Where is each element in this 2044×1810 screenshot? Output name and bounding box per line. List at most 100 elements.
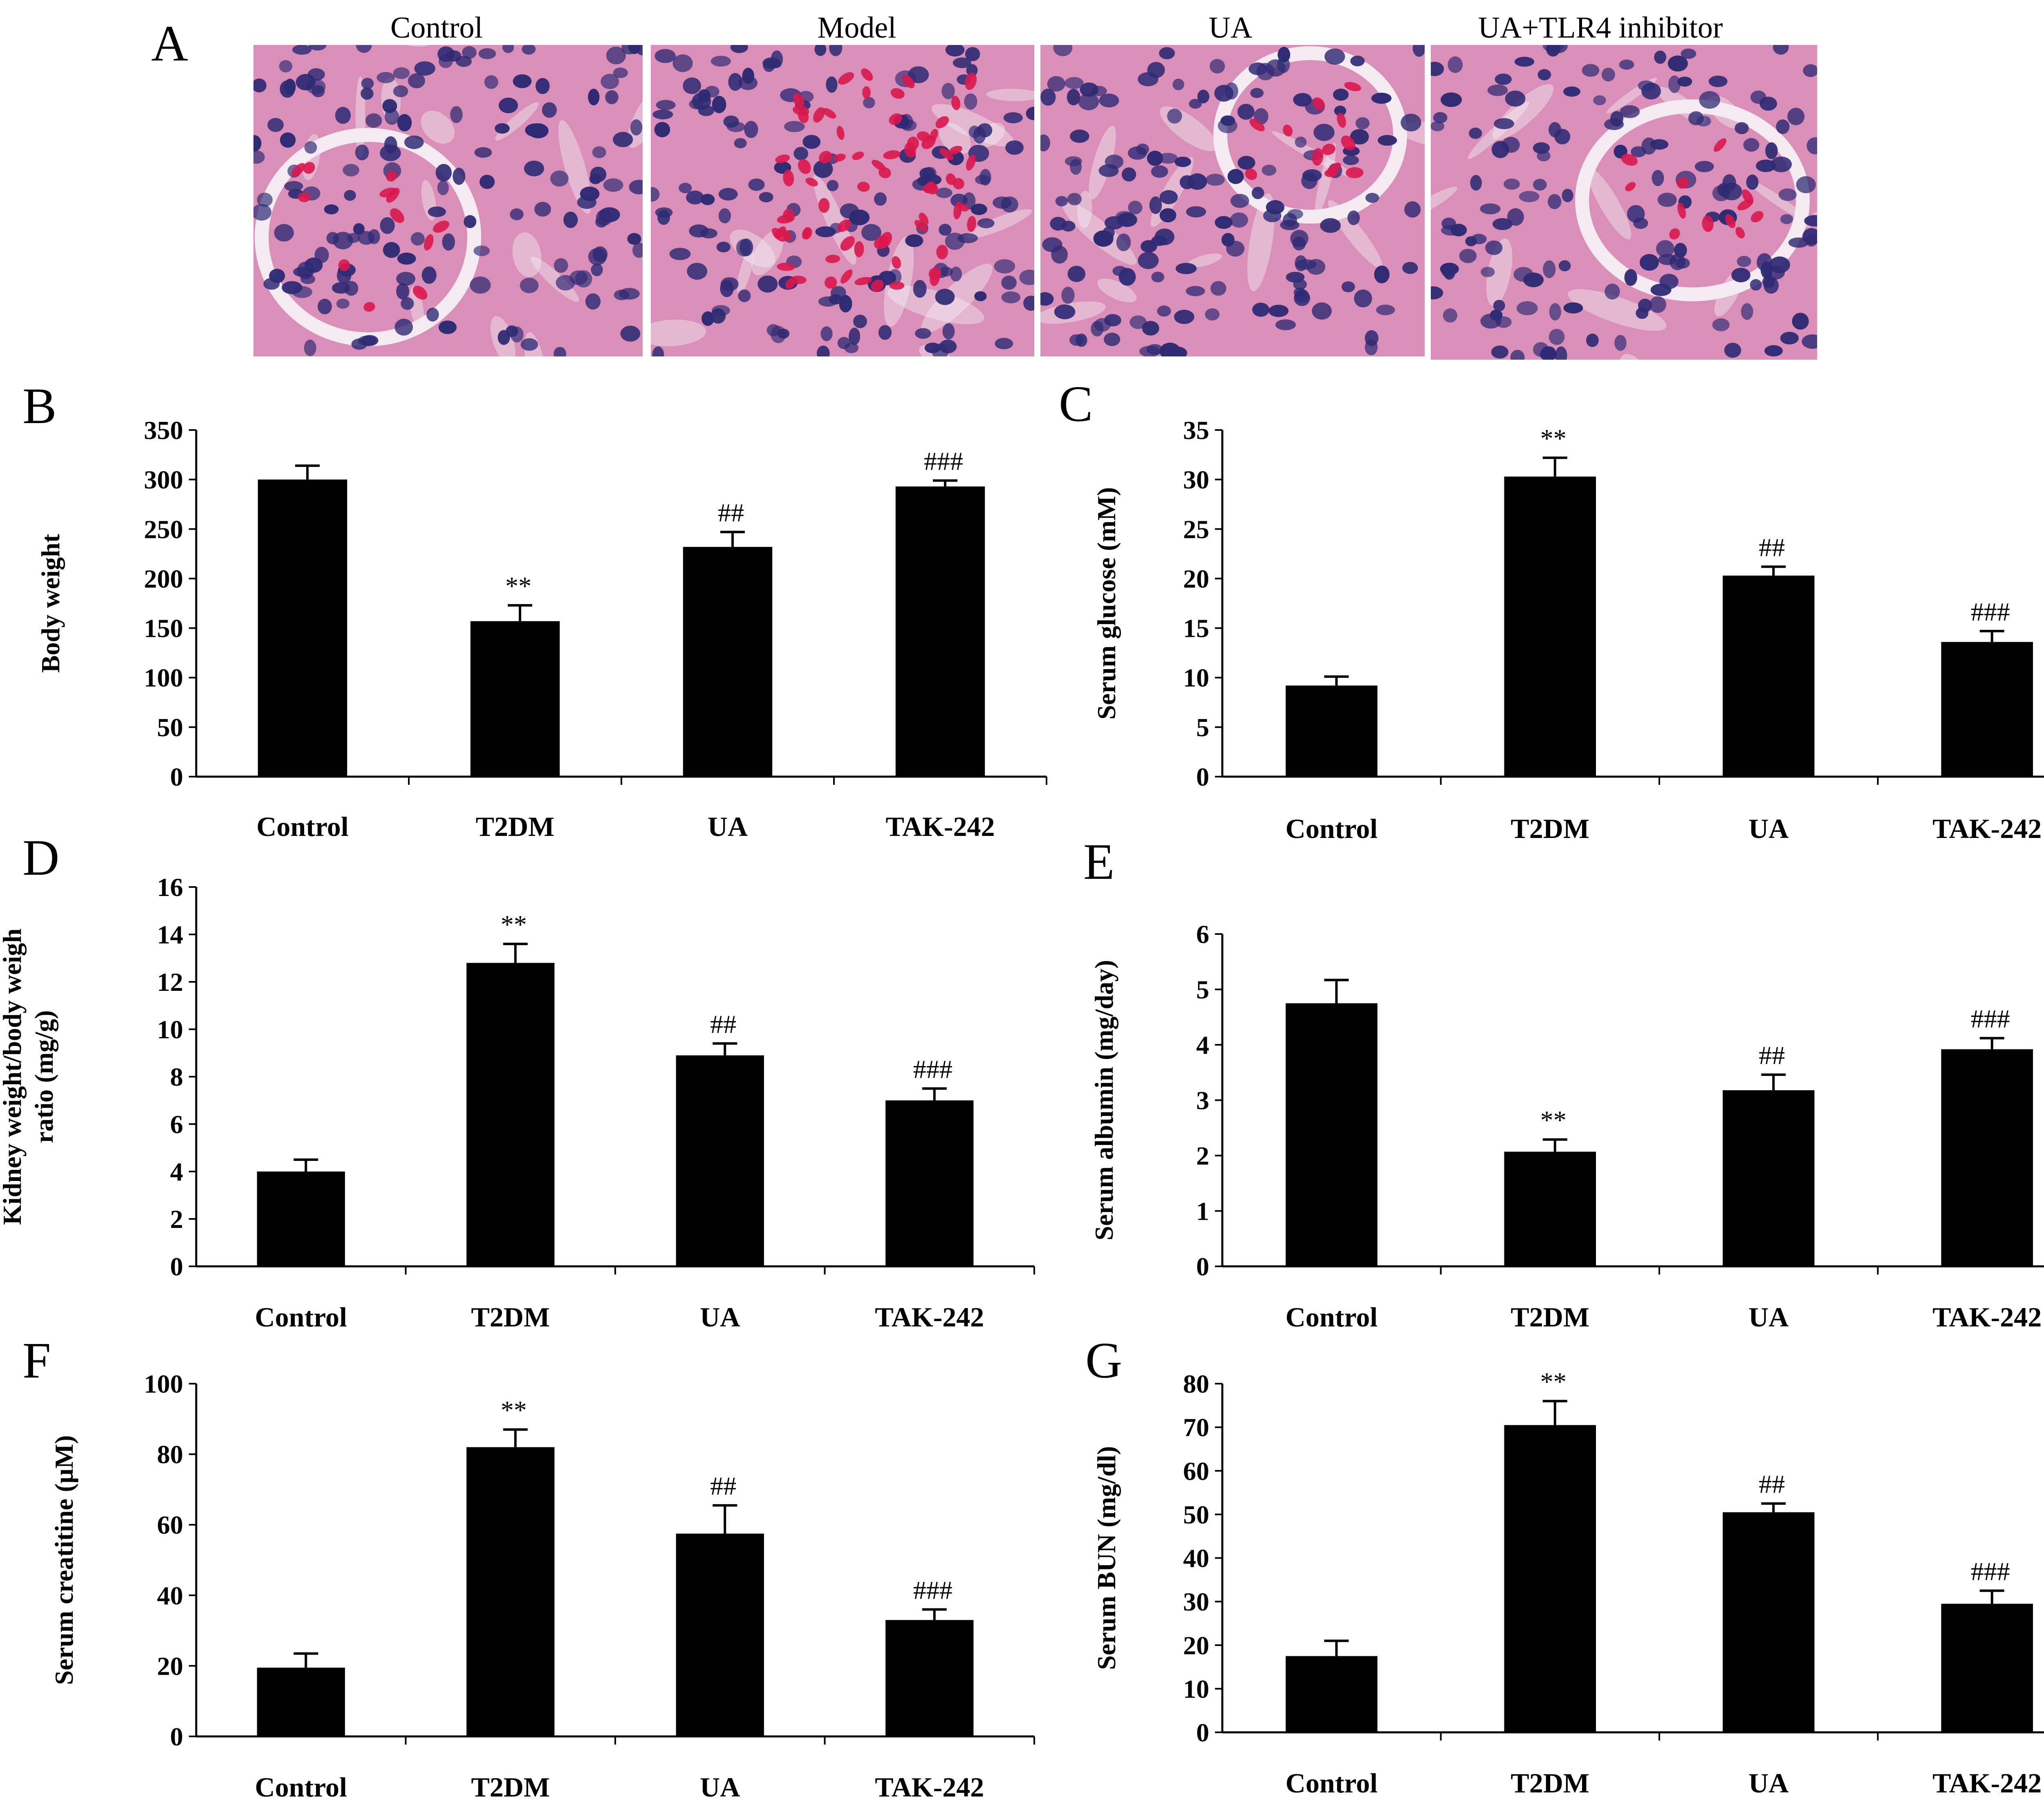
bar — [257, 1172, 345, 1266]
chart-panel-d: D 0 2 4 6 8 10 12 14 16 Control ** T2DM ## UA ### TAK-24… — [0, 830, 1035, 1333]
significance-label: ** — [1540, 424, 1567, 453]
panel-letter: B — [22, 378, 56, 435]
y-tick-label: 2 — [1196, 1141, 1209, 1170]
y-tick-label: 8 — [170, 1062, 183, 1091]
significance-label: ### — [924, 447, 963, 476]
hemorrhagic-glomerulus-micrograph — [651, 45, 1034, 356]
x-category-label: T2DM — [1511, 1301, 1589, 1333]
significance-label: ### — [1971, 1557, 2010, 1586]
charts-layer: B050100150200250300350Control**T2DM##UA#… — [0, 376, 2044, 1803]
bar — [1286, 685, 1378, 777]
y-tick-label: 0 — [1196, 1252, 1209, 1281]
bar — [1723, 1512, 1815, 1732]
bar — [1286, 1656, 1378, 1732]
y-tick-label: 150 — [144, 614, 183, 643]
glomerulus-micrograph — [1431, 45, 1817, 360]
y-axis-title: Serum glucose (mM) — [1092, 487, 1121, 720]
y-tick-label: 20 — [1183, 564, 1209, 593]
panel-letter-a: A — [151, 16, 188, 72]
y-axis-title: Body weight — [36, 534, 65, 673]
y-tick-label: 0 — [170, 762, 183, 791]
y-tick-label: 6 — [170, 1110, 183, 1139]
significance-label: ** — [1540, 1106, 1567, 1135]
bar — [1504, 1425, 1596, 1732]
significance-label: ## — [718, 498, 744, 527]
significance-label: ** — [501, 1396, 527, 1425]
x-category-label: UA — [700, 1772, 740, 1803]
x-category-label: UA — [1748, 1767, 1788, 1799]
bar — [1941, 1604, 2033, 1732]
y-tick-label: 200 — [144, 564, 183, 593]
y-tick-label: 80 — [157, 1440, 183, 1469]
panel-letter: C — [1059, 376, 1093, 432]
bar — [1504, 476, 1596, 777]
y-tick-label: 20 — [157, 1651, 183, 1680]
x-category-label: UA — [700, 1301, 740, 1333]
bar — [676, 1533, 764, 1736]
panel-letter: G — [1085, 1333, 1122, 1389]
bar — [258, 479, 347, 777]
bar — [683, 547, 773, 777]
bar — [885, 1620, 974, 1736]
significance-label: ## — [1759, 1041, 1785, 1070]
y-tick-label: 30 — [1183, 1587, 1209, 1616]
histology-title: Model — [817, 11, 896, 45]
y-tick-label: 3 — [1196, 1086, 1209, 1115]
significance-label: ### — [1971, 597, 2010, 626]
panel-letter: E — [1083, 834, 1114, 890]
significance-label: ### — [1971, 1004, 2010, 1033]
y-tick-label: 4 — [170, 1157, 183, 1186]
y-tick-label: 5 — [1196, 713, 1209, 742]
significance-label: ### — [913, 1055, 953, 1084]
significance-label: ## — [710, 1010, 736, 1039]
y-tick-label: 60 — [1183, 1456, 1209, 1485]
significance-label: ** — [501, 910, 527, 939]
significance-label: ## — [1759, 533, 1785, 562]
y-tick-label: 35 — [1183, 416, 1209, 445]
histology-panel-1: Control — [253, 11, 643, 356]
y-tick-label: 2 — [170, 1205, 183, 1234]
y-tick-label: 0 — [1196, 1718, 1209, 1747]
y-tick-label: 15 — [1183, 614, 1209, 643]
y-tick-label: 100 — [144, 1369, 183, 1398]
y-tick-label: 40 — [1183, 1544, 1209, 1573]
bar — [470, 621, 560, 777]
y-tick-label: 5 — [1196, 975, 1209, 1004]
y-axis-title: Serum BUN (mg/dl) — [1092, 1446, 1121, 1670]
bar — [1286, 1003, 1378, 1266]
x-category-label: T2DM — [1511, 1767, 1589, 1799]
bar — [895, 486, 985, 777]
glomerulus-micrograph — [253, 45, 643, 356]
bar — [466, 963, 555, 1266]
y-tick-label: 16 — [157, 873, 183, 902]
y-tick-label: 14 — [157, 920, 183, 949]
y-tick-label: 80 — [1183, 1369, 1209, 1398]
tubule-micrograph — [1040, 45, 1425, 356]
y-axis-title: Kidney weight/body weigh — [0, 928, 27, 1225]
histology-panel-4: UA+TLR4 inhibitor — [1431, 11, 1817, 360]
y-tick-label: 12 — [157, 968, 183, 997]
histology-title: Control — [390, 11, 483, 45]
bar — [1723, 1090, 1815, 1266]
x-category-label: TAK-242 — [886, 811, 995, 842]
y-tick-label: 0 — [170, 1722, 183, 1751]
x-category-label: TAK-242 — [875, 1772, 984, 1803]
x-category-label: Control — [1286, 1767, 1378, 1799]
y-tick-label: 25 — [1183, 515, 1209, 544]
significance-label: ## — [710, 1472, 736, 1501]
x-category-label: TAK-242 — [1932, 813, 2042, 844]
y-tick-label: 6 — [1196, 920, 1209, 949]
significance-label: ### — [913, 1575, 953, 1604]
x-category-label: T2DM — [471, 1772, 550, 1803]
x-category-label: Control — [256, 811, 348, 842]
bar — [1723, 576, 1815, 777]
y-tick-label: 4 — [1196, 1030, 1209, 1060]
bar — [1941, 642, 2033, 777]
x-category-label: T2DM — [471, 1301, 550, 1333]
bar — [257, 1667, 345, 1736]
x-category-label: T2DM — [1511, 813, 1589, 844]
x-category-label: TAK-242 — [1932, 1301, 2042, 1333]
x-category-label: Control — [1286, 813, 1378, 844]
x-category-label: UA — [1748, 1301, 1788, 1333]
